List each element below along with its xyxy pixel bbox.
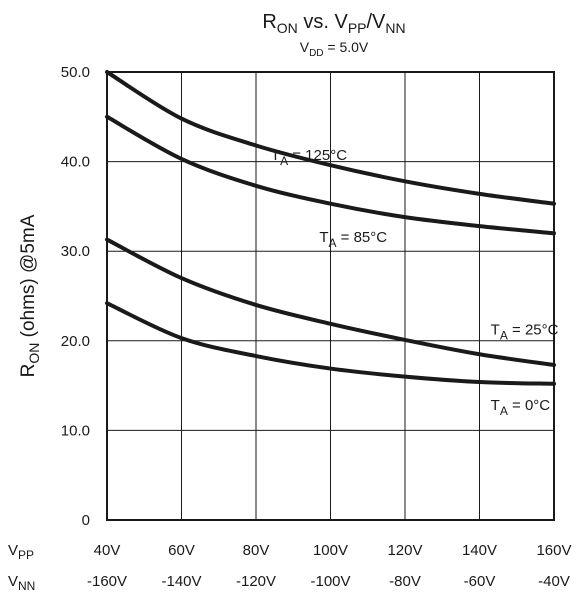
series-label-base: T: [319, 229, 328, 246]
grid: [107, 72, 554, 520]
x-tick-label: -120V: [236, 573, 276, 590]
x-tick-label: 80V: [243, 542, 270, 559]
chart-title: RON vs. VPP/VNN: [262, 11, 405, 36]
x-tick-label: -160V: [87, 573, 127, 590]
x-tick-label: 140V: [462, 542, 497, 559]
title-r: R: [262, 11, 276, 33]
series-label-rest: = 25°C: [508, 322, 559, 339]
series-label-1: TA = 85°C: [319, 229, 387, 250]
ylabel-sub-on: ON: [26, 343, 42, 364]
x-tick-label: 60V: [168, 542, 195, 559]
ylabel-rest: (ohms) @5mA: [18, 214, 39, 342]
title-mid: vs. V: [298, 11, 349, 33]
curve-labels: TA = 125°CTA = 85°CTA = 25°CTA = 0°C: [271, 147, 559, 418]
series-label-2: TA = 25°C: [491, 322, 559, 343]
ylabel-r: R: [18, 364, 39, 378]
y-axis-label: RON (ohms) @5mA: [18, 214, 42, 377]
x-tick-label: 160V: [536, 542, 571, 559]
subtitle-v: V: [300, 39, 310, 55]
y-tick-label: 40.0: [61, 154, 90, 171]
title-slash: /V: [367, 11, 387, 33]
series-label-rest: = 0°C: [508, 397, 550, 414]
title-sub-on: ON: [277, 20, 298, 36]
series-label-sub: A: [500, 404, 508, 418]
x-tick-label: -60V: [464, 573, 496, 590]
subtitle-sub-dd: DD: [309, 48, 323, 59]
title-sub-nn: NN: [385, 20, 405, 36]
series-label-base: T: [491, 397, 500, 414]
series-label-0: TA = 125°C: [271, 147, 347, 168]
series-label-base: T: [491, 322, 500, 339]
chart-subtitle: VDD = 5.0V: [300, 39, 369, 59]
series-label-sub: A: [328, 236, 336, 250]
curves: [105, 70, 556, 386]
y-tick-label: 10.0: [61, 422, 90, 439]
series-label-base: T: [271, 147, 280, 164]
y-tick-labels: 0 10.0 20.0 30.0 40.0 50.0: [61, 64, 90, 529]
series-label-rest: = 85°C: [337, 229, 388, 246]
y-tick-label: 50.0: [61, 64, 90, 81]
series-label-sub: A: [500, 329, 508, 343]
series-line-0: [105, 70, 556, 206]
x-row-label-nn: VNN: [8, 573, 35, 593]
x-tick-label: 120V: [387, 542, 422, 559]
series-line-2: [105, 237, 556, 367]
series-label-3: TA = 0°C: [491, 397, 551, 418]
x-tick-label: -100V: [310, 573, 350, 590]
y-tick-label: 30.0: [61, 243, 90, 260]
title-sub-pp: PP: [348, 20, 367, 36]
series-label-sub: A: [280, 154, 288, 168]
series-line-1: [105, 114, 556, 236]
series-label-rest: = 125°C: [288, 147, 347, 164]
plot-frame: [106, 71, 555, 521]
x-tick-label: -80V: [389, 573, 421, 590]
x-tick-label: 40V: [94, 542, 121, 559]
subtitle-rest: = 5.0V: [324, 39, 369, 55]
series-line-3: [105, 301, 556, 386]
x-row-label-pp: VPP: [8, 542, 34, 562]
x-tick-labels: VPP 40V 60V 80V 100V 120V 140V 160V VNN -160V -140…: [8, 542, 572, 593]
y-tick-label: 0: [82, 512, 90, 529]
x-tick-label: 100V: [313, 542, 348, 559]
y-tick-label: 20.0: [61, 333, 90, 350]
x-tick-label: -140V: [161, 573, 201, 590]
x-tick-label: -40V: [538, 573, 570, 590]
